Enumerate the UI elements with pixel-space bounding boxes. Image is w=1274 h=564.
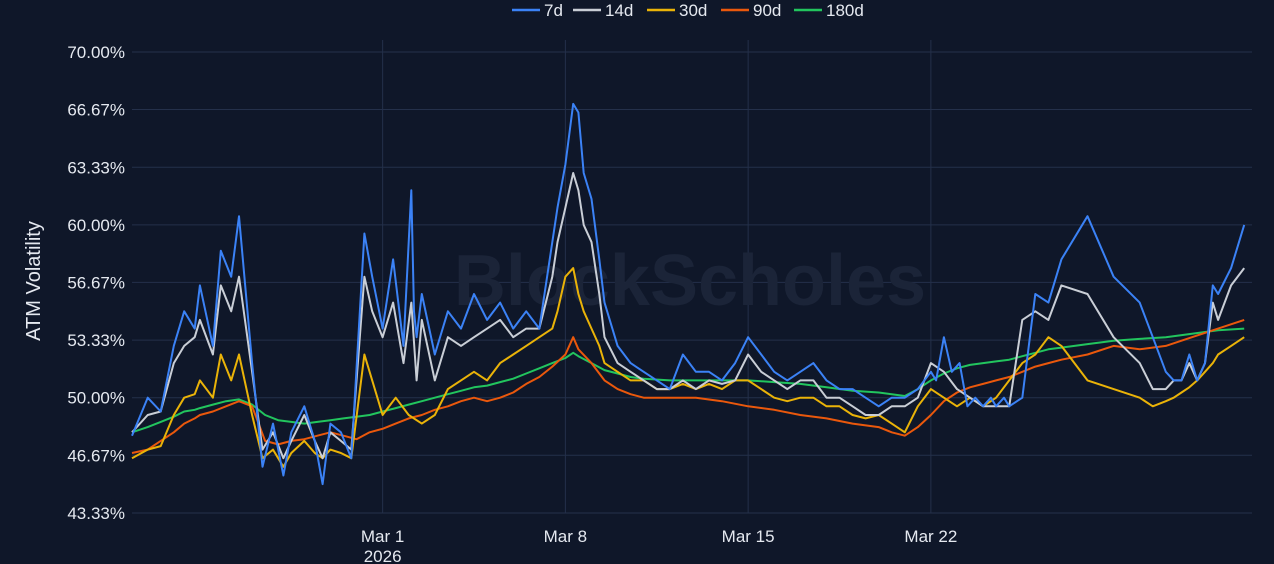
x-tick-label: Mar 22 (904, 527, 957, 546)
y-tick-label: 53.33% (67, 331, 125, 350)
x-tick-year-label: 2026 (364, 547, 402, 564)
series-line-90d (131, 318, 1245, 454)
x-tick-label: Mar 15 (722, 527, 775, 546)
series-layer (131, 102, 1246, 486)
y-tick-label: 50.00% (67, 389, 125, 408)
grid-layer (132, 40, 1252, 514)
legend-item-30d[interactable]: 30d (647, 1, 707, 20)
series-line-180d (131, 327, 1245, 434)
legend-label: 180d (826, 1, 864, 20)
y-tick-label: 66.67% (67, 101, 125, 120)
y-tick-label: 60.00% (67, 216, 125, 235)
series-line-14d (131, 172, 1245, 460)
y-tick-label: 43.33% (67, 504, 125, 523)
legend-item-14d[interactable]: 14d (573, 1, 633, 20)
legend[interactable]: 7d 14d 30d 90d 180d (512, 1, 864, 20)
y-tick-label: 63.33% (67, 158, 125, 177)
legend-label: 7d (544, 1, 563, 20)
watermark-text: BlockScholes (454, 241, 926, 321)
y-axis-title: ATM Volatility (23, 221, 45, 341)
x-tick-label: Mar 8 (544, 527, 587, 546)
legend-label: 30d (679, 1, 707, 20)
legend-item-7d[interactable]: 7d (512, 1, 563, 20)
legend-label: 90d (753, 1, 781, 20)
series-line-7d (131, 102, 1246, 486)
x-tick-label: Mar 1 (361, 527, 404, 546)
legend-label: 14d (605, 1, 633, 20)
y-tick-label: 70.00% (67, 43, 125, 62)
series-line-30d (131, 267, 1245, 468)
legend-item-90d[interactable]: 90d (721, 1, 781, 20)
legend-item-180d[interactable]: 180d (794, 1, 864, 20)
y-axis: 43.33% 46.67% 50.00% 53.33% 56.67% 60.00% 63.3… (67, 43, 125, 523)
y-tick-label: 46.67% (67, 446, 125, 465)
y-tick-label: 56.67% (67, 273, 125, 292)
